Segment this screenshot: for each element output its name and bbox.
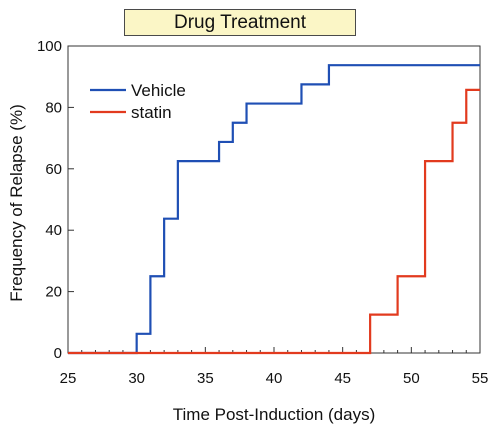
legend-label-statin: statin [131, 103, 172, 122]
series-line-statin [68, 88, 480, 355]
series-line-vehicle [68, 64, 480, 355]
y-axis-label: Frequency of Relapse (%) [7, 104, 26, 301]
axis-ticks: 25 30 35 40 45 50 55 0 20 40 60 80 100 [37, 38, 488, 387]
series-layer [68, 64, 480, 355]
y-tick-label: 80 [45, 99, 62, 116]
y-tick-label: 100 [37, 38, 62, 55]
x-tick-label: 25 [60, 370, 77, 387]
legend: Vehicle statin [90, 81, 186, 122]
x-tick-label: 50 [403, 370, 420, 387]
y-tick-label: 0 [54, 345, 62, 362]
x-tick-label: 40 [266, 370, 283, 387]
y-tick-label: 20 [45, 284, 62, 301]
x-tick-label: 30 [128, 370, 145, 387]
x-tick-label: 35 [197, 370, 214, 387]
plot-frame [67, 45, 481, 354]
x-tick-label: 55 [472, 370, 489, 387]
y-tick-label: 40 [45, 222, 62, 239]
x-axis-label: Time Post-Induction (days) [173, 405, 376, 424]
legend-label-vehicle: Vehicle [131, 81, 186, 100]
chart-title: Drug Treatment [124, 9, 356, 36]
x-tick-label: 45 [334, 370, 351, 387]
chart-title-text: Drug Treatment [174, 11, 306, 33]
y-tick-label: 60 [45, 161, 62, 178]
